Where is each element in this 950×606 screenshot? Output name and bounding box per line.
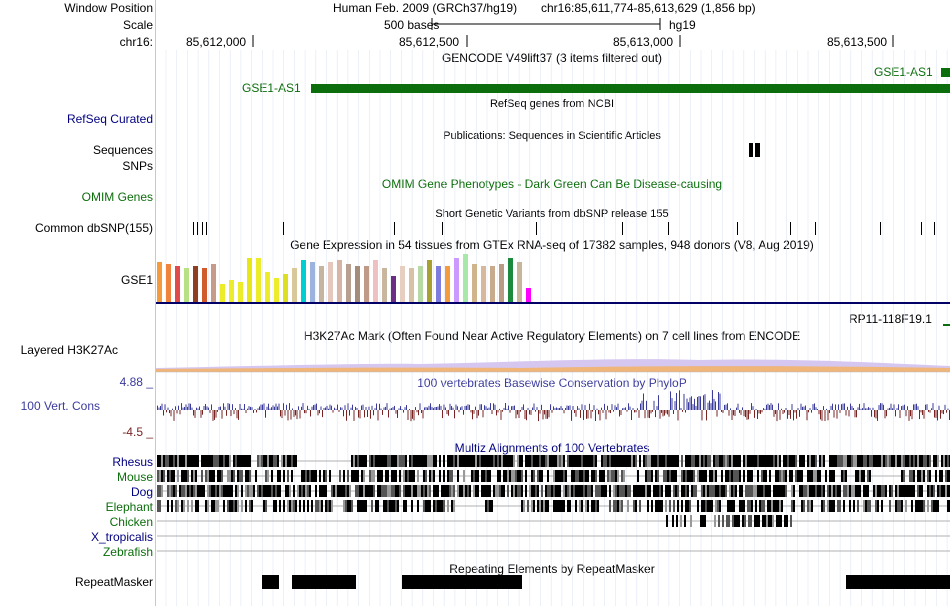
vertical-grid-lines bbox=[165, 50, 948, 606]
gencode-gene-bar-left bbox=[311, 84, 950, 93]
multiz-alignment-rows bbox=[157, 455, 950, 552]
dbsnp-track-title: Short Genetic Variants from dbSNP releas… bbox=[435, 208, 669, 220]
species-label-chicken[interactable]: Chicken bbox=[109, 515, 153, 529]
gtex-right-gene-label[interactable]: RP11-118F19.1 bbox=[849, 312, 932, 326]
scale-bar bbox=[431, 18, 661, 30]
layered-h3k27ac-label[interactable]: Layered H3K27Ac bbox=[20, 343, 118, 357]
common-dbsnp-label[interactable]: Common dbSNP(155) bbox=[34, 221, 153, 235]
ruler-tick-label: 85,613,500 bbox=[827, 35, 888, 49]
omim-genes-label[interactable]: OMIM Genes bbox=[81, 190, 153, 204]
dbsnp-variant-ticks bbox=[193, 222, 935, 235]
phylop-min-label: -4.5 _ bbox=[122, 425, 153, 439]
repeatmasker-track-title: Repeating Elements by RepeatMasker bbox=[449, 562, 655, 576]
gencode-track-title: GENCODE V49lift37 (3 items filtered out) bbox=[441, 51, 663, 65]
conservation-label[interactable]: 100 Vert. Cons bbox=[20, 399, 100, 413]
ruler-tick-label: 85,613,000 bbox=[613, 35, 674, 49]
h3k27ac-signal bbox=[156, 359, 950, 373]
position-text: chr16:85,611,774-85,613,629 (1,856 bp) bbox=[541, 1, 756, 15]
chrom-label: chr16: bbox=[119, 35, 153, 49]
ruler-ticks bbox=[252, 35, 894, 47]
ruler-tick-label: 85,612,500 bbox=[399, 35, 460, 49]
conservation-track-title: 100 vertebrates Basewise Conservation by… bbox=[417, 376, 687, 390]
ruler-tick-label: 85,612,000 bbox=[186, 35, 247, 49]
multiz-track-title: Multiz Alignments of 100 Vertebrates bbox=[454, 441, 650, 455]
gencode-gene-label-left[interactable]: GSE1-AS1 bbox=[242, 81, 301, 95]
gtex-bar-chart bbox=[157, 254, 531, 302]
repeatmasker-label[interactable]: RepeatMasker bbox=[74, 575, 153, 589]
snps-label[interactable]: SNPs bbox=[122, 159, 153, 173]
species-label-x-tropicalis[interactable]: X_tropicalis bbox=[90, 530, 153, 544]
phylop-max-label: 4.88 _ bbox=[119, 375, 153, 389]
gencode-gene-features bbox=[311, 68, 950, 93]
sequences-label[interactable]: Sequences bbox=[92, 143, 153, 157]
species-label-elephant[interactable]: Elephant bbox=[105, 500, 153, 514]
phylop-conservation-plot bbox=[157, 390, 950, 422]
scale-bar-text: 500 bases bbox=[384, 18, 440, 32]
sidebar-divider bbox=[155, 0, 156, 606]
species-label-dog[interactable]: Dog bbox=[130, 485, 153, 499]
species-label-mouse[interactable]: Mouse bbox=[116, 470, 153, 484]
gencode-gene-bar-right bbox=[941, 68, 950, 77]
gencode-gene-label-right[interactable]: GSE1-AS1 bbox=[874, 65, 933, 79]
species-label-zebrafish[interactable]: Zebrafish bbox=[102, 545, 153, 559]
repeatmasker-features bbox=[262, 575, 950, 589]
gtex-track-title: Gene Expression in 54 tissues from GTEx … bbox=[290, 238, 814, 252]
species-label-rhesus[interactable]: Rhesus bbox=[112, 455, 153, 469]
scale-db-text: hg19 bbox=[669, 18, 696, 32]
scale-label: Scale bbox=[122, 18, 153, 32]
assembly-text: Human Feb. 2009 (GRCh37/hg19) bbox=[333, 1, 518, 15]
gtex-gene-label[interactable]: GSE1 bbox=[120, 273, 153, 287]
refseq-curated-label[interactable]: RefSeq Curated bbox=[66, 112, 153, 126]
window-position-label: Window Position bbox=[64, 1, 153, 15]
h3k27ac-track-title: H3K27Ac Mark (Often Found Near Active Re… bbox=[303, 329, 801, 343]
publications-feature bbox=[749, 143, 760, 157]
